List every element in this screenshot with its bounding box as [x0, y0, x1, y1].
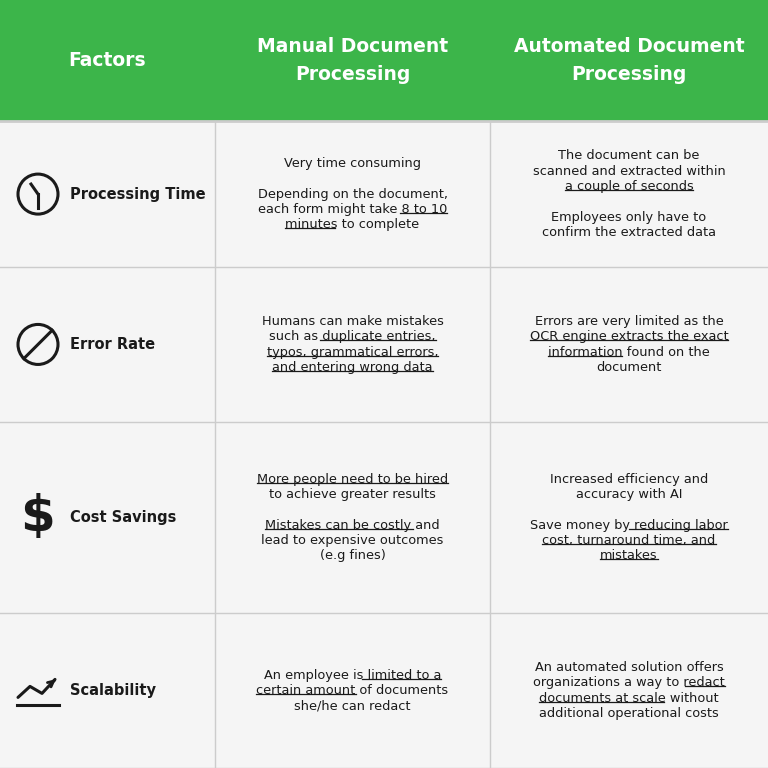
- Text: cost, turnaround time, and: cost, turnaround time, and: [542, 534, 716, 547]
- Text: Factors: Factors: [68, 51, 147, 70]
- Text: each form might take 8 to 10: each form might take 8 to 10: [258, 203, 447, 216]
- Text: Cost Savings: Cost Savings: [70, 510, 177, 525]
- Text: lead to expensive outcomes: lead to expensive outcomes: [261, 534, 444, 547]
- Text: confirm the extracted data: confirm the extracted data: [542, 226, 716, 239]
- Text: Depending on the document,: Depending on the document,: [257, 187, 448, 200]
- Text: Employees only have to: Employees only have to: [551, 210, 707, 223]
- Text: Save money by reducing labor: Save money by reducing labor: [530, 518, 728, 531]
- Text: Automated Document
Processing: Automated Document Processing: [514, 37, 744, 84]
- Text: mistakes: mistakes: [600, 549, 658, 562]
- Text: More people need to be hired: More people need to be hired: [257, 472, 448, 485]
- Text: OCR engine extracts the exact: OCR engine extracts the exact: [530, 330, 728, 343]
- Text: accuracy with AI: accuracy with AI: [576, 488, 682, 501]
- Text: Very time consuming: Very time consuming: [284, 157, 421, 170]
- Text: Increased efficiency and: Increased efficiency and: [550, 472, 708, 485]
- Text: typos, grammatical errors,: typos, grammatical errors,: [266, 346, 439, 359]
- Text: information found on the: information found on the: [548, 346, 710, 359]
- Text: such as duplicate entries,: such as duplicate entries,: [270, 330, 435, 343]
- Text: Errors are very limited as the: Errors are very limited as the: [535, 315, 723, 328]
- Text: The document can be: The document can be: [558, 149, 700, 162]
- Text: document: document: [596, 361, 662, 374]
- Text: Humans can make mistakes: Humans can make mistakes: [262, 315, 443, 328]
- Text: Processing Time: Processing Time: [70, 187, 206, 201]
- Text: Manual Document
Processing: Manual Document Processing: [257, 37, 448, 84]
- Text: documents at scale without: documents at scale without: [539, 691, 719, 704]
- Text: she/he can redact: she/he can redact: [294, 699, 411, 712]
- Text: certain amount of documents: certain amount of documents: [257, 684, 449, 697]
- Text: $: $: [21, 493, 55, 541]
- Bar: [0, 0, 768, 121]
- Text: additional operational costs: additional operational costs: [539, 707, 719, 720]
- Text: organizations a way to redact: organizations a way to redact: [533, 677, 725, 689]
- Text: (e.g fines): (e.g fines): [319, 549, 386, 562]
- Text: Mistakes can be costly and: Mistakes can be costly and: [265, 518, 440, 531]
- Text: and entering wrong data: and entering wrong data: [272, 361, 432, 374]
- Text: scanned and extracted within: scanned and extracted within: [533, 164, 725, 177]
- Text: An automated solution offers: An automated solution offers: [535, 661, 723, 674]
- Text: to achieve greater results: to achieve greater results: [269, 488, 436, 501]
- Text: An employee is limited to a: An employee is limited to a: [264, 669, 441, 681]
- Text: Scalability: Scalability: [70, 683, 156, 698]
- Text: a couple of seconds: a couple of seconds: [564, 180, 694, 193]
- Text: minutes to complete: minutes to complete: [286, 218, 419, 231]
- Text: Error Rate: Error Rate: [70, 337, 155, 352]
